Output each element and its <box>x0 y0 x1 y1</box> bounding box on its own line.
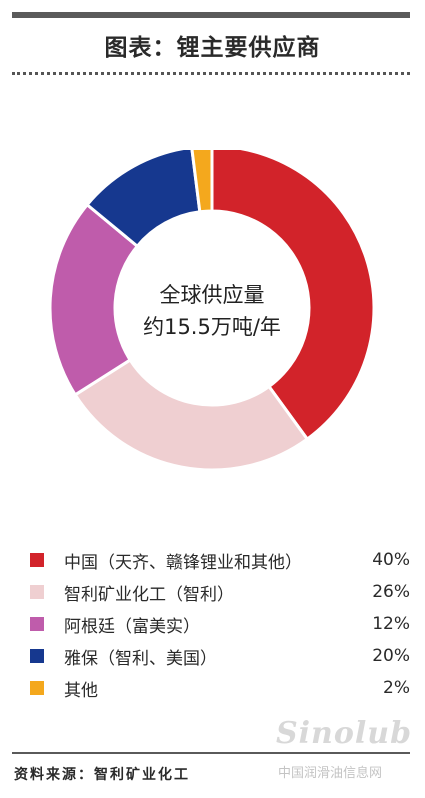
legend-swatch <box>30 617 44 631</box>
donut-slice <box>210 150 376 442</box>
dotted-divider <box>12 72 410 75</box>
legend-value: 2% <box>383 678 410 698</box>
watermark-logo: Sinolub <box>276 716 413 751</box>
donut-slice <box>85 150 202 249</box>
legend-swatch <box>30 553 44 567</box>
donut-slice <box>190 150 214 214</box>
legend-label: 其他 <box>64 680 98 701</box>
legend-value: 20% <box>372 646 410 666</box>
top-rule <box>12 12 410 18</box>
legend-label: 阿根廷（富美实） <box>64 616 200 637</box>
center-label-line-2: 约15.5万吨/年 <box>143 315 281 339</box>
legend-label: 中国（天齐、赣锋锂业和其他） <box>64 552 302 573</box>
legend-label: 智利矿业化工（智利） <box>64 584 234 605</box>
donut-slice <box>73 357 310 472</box>
legend-item: 雅保（智利、美国） 20% <box>30 640 410 672</box>
legend-item: 智利矿业化工（智利） 26% <box>30 576 410 608</box>
watermark-text: 中国润滑油信息网 <box>278 766 383 781</box>
legend-item: 中国（天齐、赣锋锂业和其他） 40% <box>30 544 410 576</box>
center-label-line-1: 全球供应量 <box>160 283 265 307</box>
donut-slice <box>48 202 140 397</box>
legend: 中国（天齐、赣锋锂业和其他） 40% 智利矿业化工（智利） 26% 阿根廷（富美… <box>30 544 410 704</box>
legend-item: 阿根廷（富美实） 12% <box>30 608 410 640</box>
legend-swatch <box>30 681 44 695</box>
legend-item: 其他 2% <box>30 672 410 704</box>
legend-label: 雅保（智利、美国） <box>64 648 217 669</box>
legend-swatch <box>30 649 44 663</box>
donut-chart: 全球供应量 约15.5万吨/年 <box>48 150 376 472</box>
source-note: 资料来源：智利矿业化工 <box>14 767 190 783</box>
legend-value: 40% <box>372 550 410 570</box>
legend-swatch <box>30 585 44 599</box>
legend-value: 12% <box>372 614 410 634</box>
chart-title: 图表：锂主要供应商 <box>104 35 321 61</box>
bottom-rule <box>12 752 410 754</box>
legend-value: 26% <box>372 582 410 602</box>
watermark: Sinolub 中国润滑油信息网 <box>276 716 416 786</box>
